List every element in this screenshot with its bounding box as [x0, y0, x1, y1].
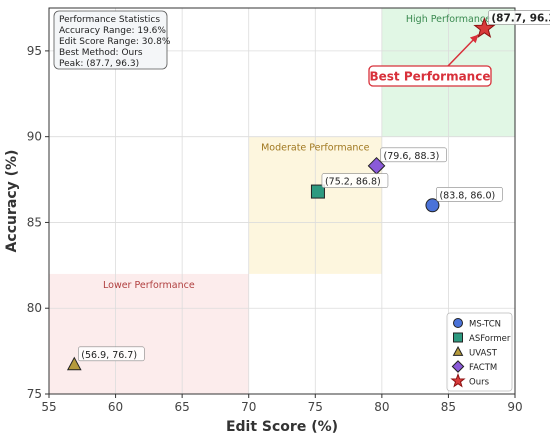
- legend-frame: [446, 312, 513, 392]
- legend-label-factm: FACTM: [469, 363, 497, 373]
- data-point-labels: (83.8, 86.0) (75.2, 86.8) (56.9, 76.7) (79.…: [77, 10, 550, 362]
- legend-label-ours: Ours: [469, 378, 490, 388]
- point-label-factm: (79.6, 88.3): [380, 147, 447, 163]
- point-ms-tcn: [425, 198, 440, 213]
- point-label-ours: (87.7, 96.3): [488, 10, 550, 25]
- stats-line-5: Peak: (87.7, 96.3): [59, 59, 139, 69]
- region-label-1: High Performance: [406, 14, 491, 25]
- point-label-box: [488, 10, 550, 25]
- point-label-asformer: (75.2, 86.8): [321, 173, 389, 188]
- annotation-text: Best Performance: [370, 70, 491, 84]
- y-tick-label-80: 80: [27, 301, 42, 315]
- point-label-text: (87.7, 96.3): [491, 13, 550, 25]
- legend-label-asformer: ASFormer: [469, 334, 511, 344]
- y-tick-label-85: 85: [27, 215, 42, 229]
- y-tick-label-75: 75: [27, 387, 42, 401]
- point-label-text: (56.9, 76.7): [81, 350, 137, 361]
- data-points: [66, 16, 496, 371]
- point-label-uvast: (56.9, 76.7): [77, 346, 145, 362]
- region-labels: High Performance Moderate Performance Lowe…: [103, 14, 491, 291]
- stats-line-3: Edit Score Range: 30.8%: [59, 37, 171, 47]
- x-tick-label-90: 90: [507, 400, 522, 414]
- x-tick-label-65: 65: [175, 400, 190, 414]
- y-axis-label: Accuracy (%): [4, 150, 20, 253]
- annotation-arrow: [447, 34, 479, 67]
- x-tick-label-70: 70: [241, 400, 256, 414]
- point-uvast: [66, 356, 82, 371]
- x-ticks: 55 60 65 70 75 80 85 90: [41, 394, 523, 414]
- annotation-box: [368, 65, 492, 87]
- x-axis-label: Edit Score (%): [226, 419, 338, 435]
- legend-label-uvast: UVAST: [469, 349, 498, 359]
- point-asformer: [310, 184, 325, 199]
- y-tick-label-95: 95: [27, 44, 42, 58]
- point-label-text: (83.8, 86.0): [439, 190, 495, 201]
- region-3: [49, 273, 249, 394]
- x-tick-label-80: 80: [374, 400, 389, 414]
- x-tick-label-75: 75: [308, 400, 323, 414]
- point-label-text: (75.2, 86.8): [325, 177, 381, 188]
- legend-marker-factm: [451, 360, 465, 373]
- point-label-ms-tcn: (83.8, 86.0): [436, 186, 503, 202]
- x-tick-label-85: 85: [441, 400, 456, 414]
- point-label-box: [321, 173, 389, 188]
- stats-line-1: Performance Statistics: [59, 15, 160, 25]
- y-tick-label-90: 90: [27, 130, 42, 144]
- legend-marker-uvast: [452, 345, 464, 356]
- point-label-box: [77, 346, 145, 362]
- point-label-text: (79.6, 88.3): [384, 151, 440, 162]
- legend-marker-ms-tcn: [453, 318, 463, 328]
- y-ticks: 75 80 85 90 95: [27, 44, 49, 401]
- x-tick-label-55: 55: [41, 400, 56, 414]
- stats-line-2: Accuracy Range: 19.6%: [59, 26, 166, 36]
- annotation-arrow-head: [469, 34, 479, 44]
- region-label-2: Moderate Performance: [261, 143, 370, 154]
- legend-marker-asformer: [453, 332, 463, 343]
- point-label-box: [380, 147, 447, 163]
- best-performance-annotation: Best Performance: [368, 65, 492, 87]
- point-ours: [473, 16, 496, 38]
- stats-box-frame: [53, 10, 168, 70]
- x-tick-label-60: 60: [108, 400, 123, 414]
- legend-label-ms-tcn: MS-TCN: [469, 320, 501, 330]
- point-label-box: [436, 186, 503, 202]
- legend-marker-ours: [450, 373, 466, 388]
- stats-line-4: Best Method: Ours: [59, 48, 143, 58]
- plot-frame: [48, 7, 516, 395]
- region-label-3: Lower Performance: [103, 280, 195, 291]
- legend: MS-TCN ASFormer UVAST FACTM Ours: [446, 312, 513, 392]
